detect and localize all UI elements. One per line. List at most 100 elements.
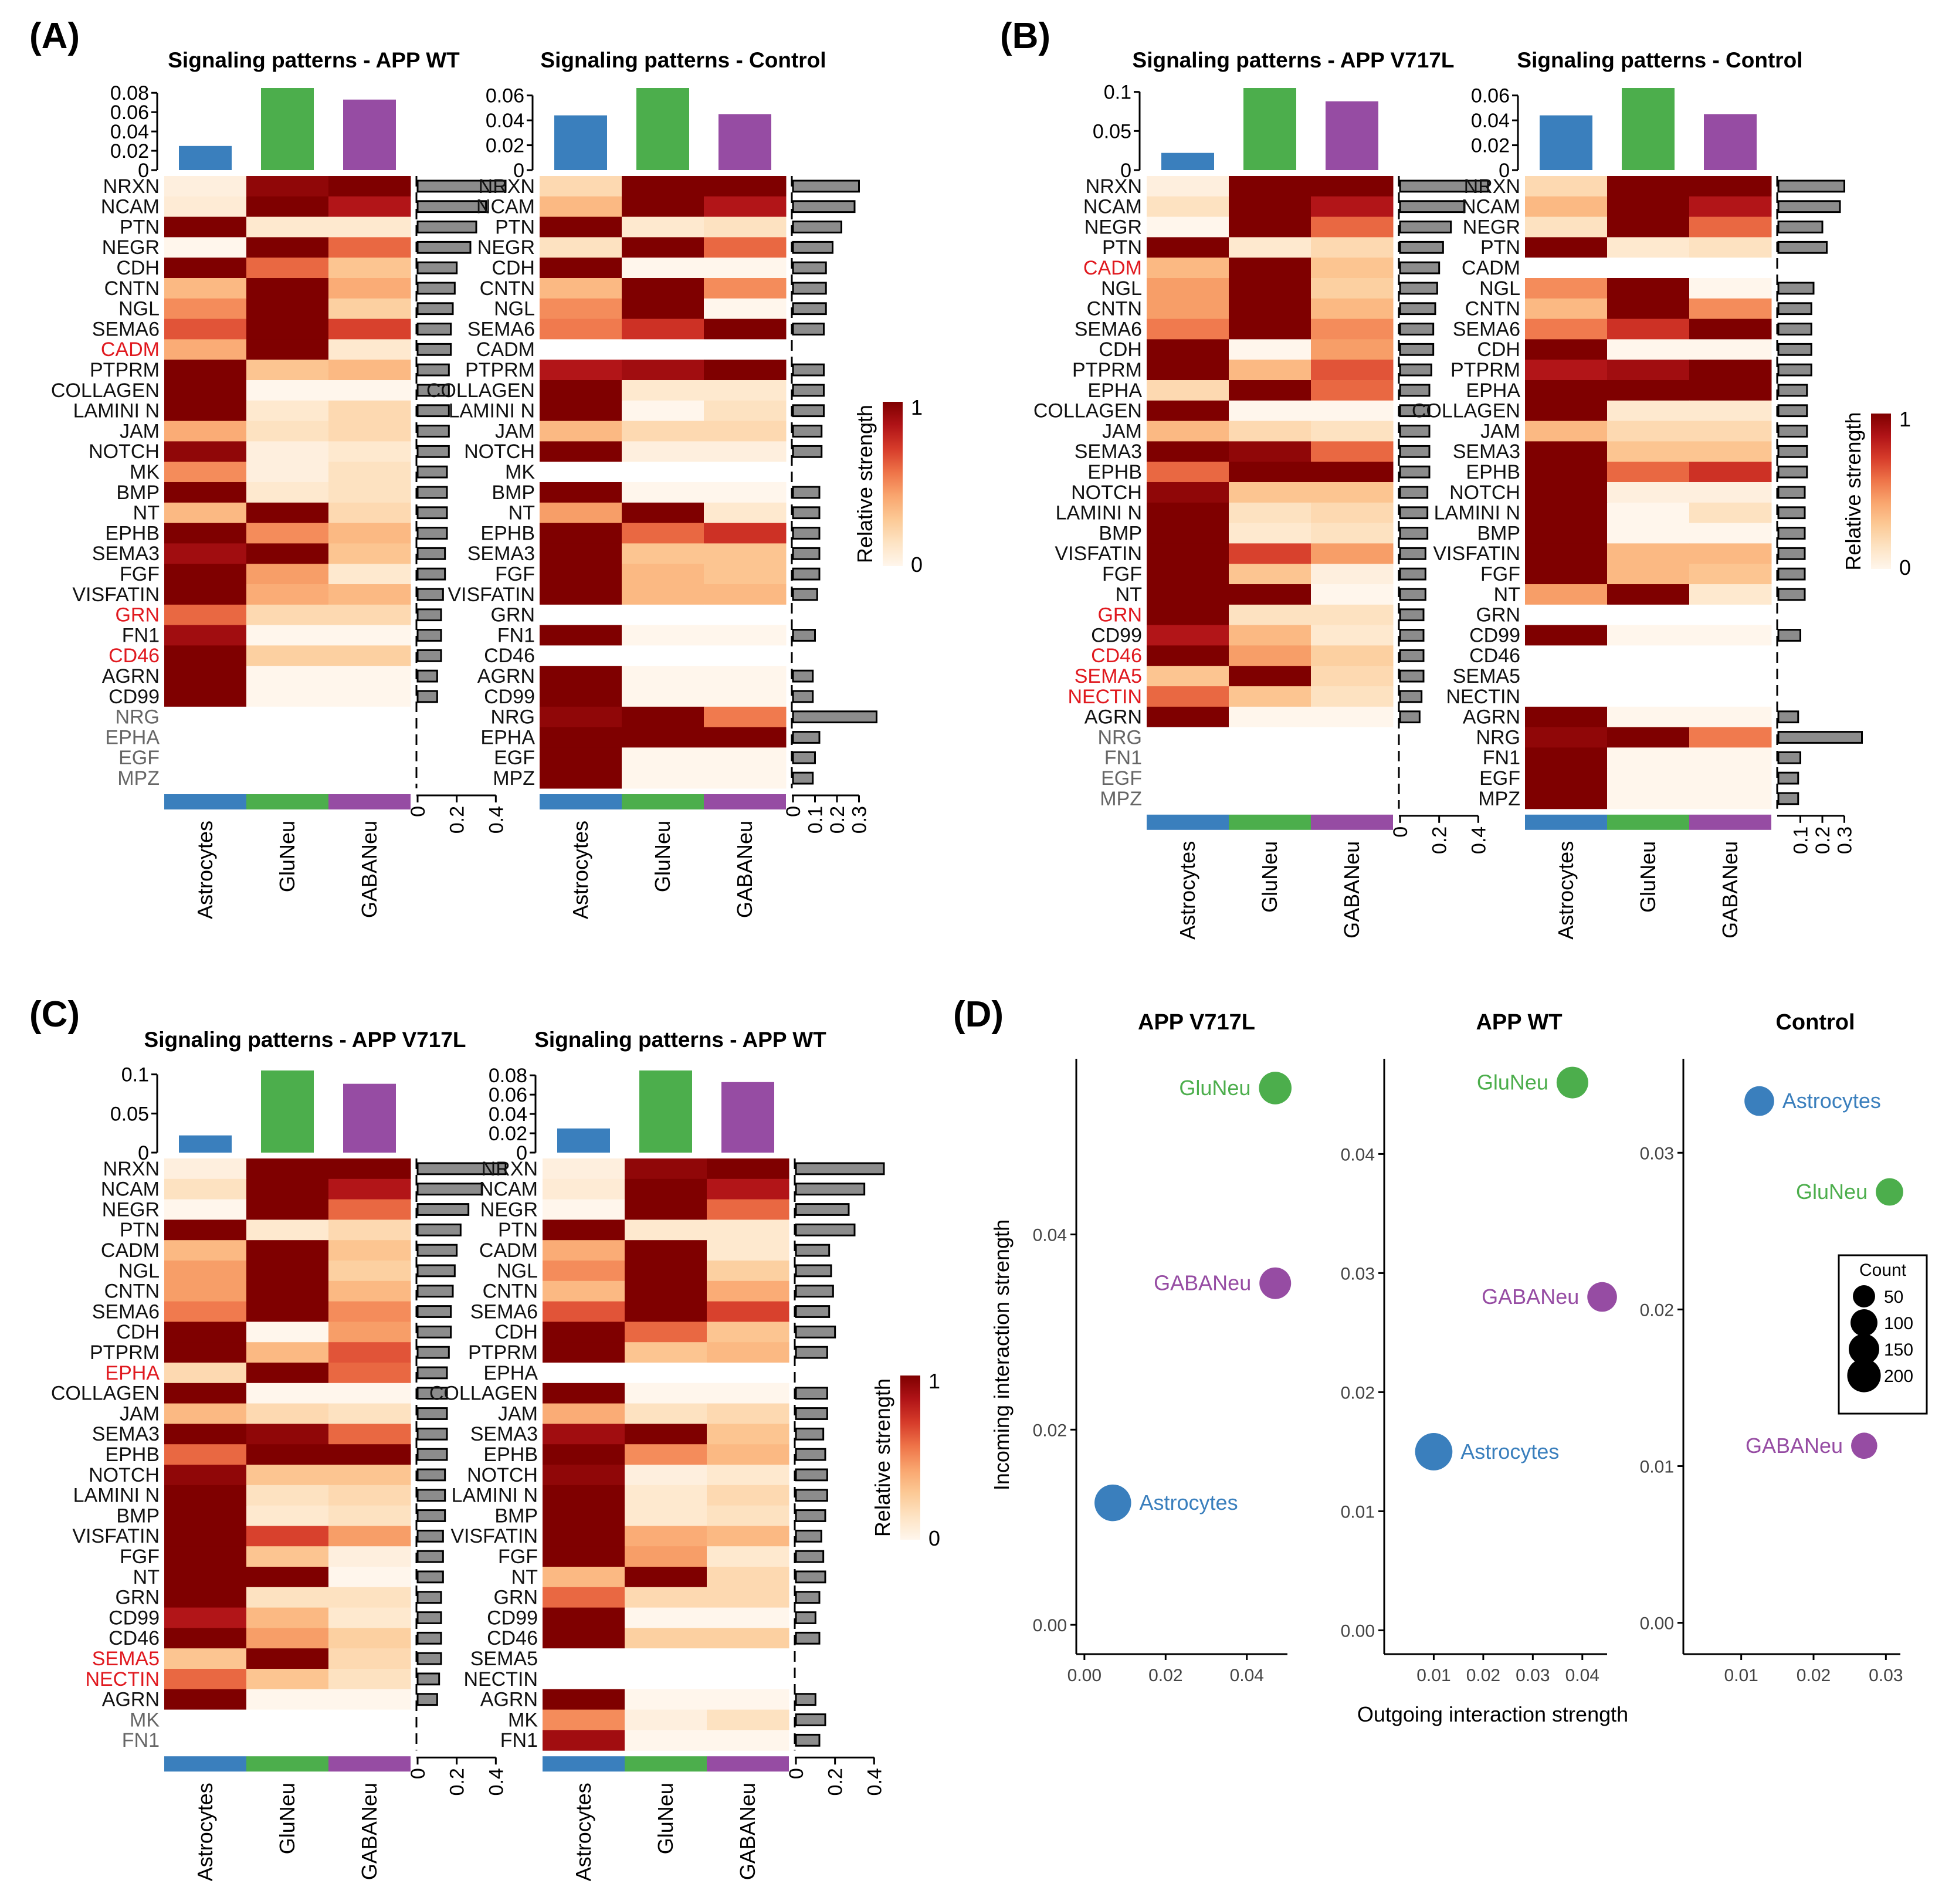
- heatmap-cell: [164, 462, 247, 483]
- heatmap-cell: [1525, 645, 1608, 666]
- side-bar: [1777, 343, 1812, 356]
- side-bar: [416, 1366, 448, 1380]
- heatmap-cell: [164, 1424, 247, 1445]
- row-label: GRN: [115, 604, 160, 626]
- heatmap-cell: [328, 1607, 411, 1628]
- heatmap-cell: [164, 1587, 247, 1608]
- heatmap-cell: [246, 1424, 329, 1445]
- heatmap-cell: [540, 196, 622, 218]
- heatmap-cell: [1311, 400, 1394, 422]
- heatmap-cell: [246, 1322, 329, 1343]
- heatmap-cell: [543, 1199, 625, 1220]
- colorbar-a: 1 0 Relative strength: [853, 395, 923, 577]
- heatmap-cell: [1607, 380, 1690, 401]
- scatter-subplot-title: Control: [1775, 1010, 1855, 1035]
- heatmap-cell: [1229, 543, 1311, 564]
- heatmap-cell: [1311, 216, 1394, 238]
- heatmap-cell: [1311, 482, 1394, 503]
- heatmap-cell: [543, 1261, 625, 1282]
- heatmap-cell: [707, 1648, 789, 1669]
- side-bar: [1399, 445, 1431, 458]
- side-bar: [416, 1448, 448, 1461]
- topbar-tick-label: 0.06: [489, 1084, 527, 1106]
- celltype-label: GluNeu: [650, 821, 675, 892]
- celltype-label: GluNeu: [1258, 841, 1282, 913]
- side-bar: [1777, 486, 1806, 499]
- heatmap-cell: [707, 1607, 789, 1628]
- heatmap-cell: [1525, 196, 1608, 218]
- heatmap-cell: [1607, 706, 1690, 728]
- row-label: CNTN: [480, 277, 535, 300]
- heatmap-title: Signaling patterns - APP V717L: [144, 1028, 466, 1052]
- side-bar: [1399, 261, 1441, 275]
- sidebar-tick-label: 0: [1389, 826, 1412, 838]
- row-label: NRXN: [103, 175, 160, 198]
- heatmap-cell: [704, 196, 787, 218]
- side-bar: [416, 506, 448, 520]
- heatmap-cell: [164, 237, 247, 258]
- heatmap-cell: [1689, 706, 1772, 728]
- heatmap-cell: [704, 747, 787, 768]
- heatmap-cell: [1607, 564, 1690, 585]
- heatmap-cell: [1311, 604, 1394, 626]
- side-bar: [1399, 690, 1423, 703]
- heatmap-cell: [622, 666, 704, 687]
- heatmap-cell: [164, 768, 247, 789]
- heatmap-cell: [246, 278, 329, 299]
- topbar-tick-label: 0.02: [1471, 135, 1510, 157]
- heatmap-cell: [625, 1301, 707, 1322]
- heatmap-cell: [246, 747, 329, 768]
- row-label: CNTN: [104, 277, 160, 300]
- heatmap-cell: [625, 1730, 707, 1751]
- heatmap-cell: [1525, 258, 1608, 279]
- heatmap-cell: [246, 645, 329, 666]
- row-label: BMP: [116, 1505, 160, 1527]
- heatmap-cell: [625, 1648, 707, 1669]
- side-bar: [792, 445, 823, 458]
- heatmap-cell: [543, 1403, 625, 1424]
- sidebar-tick-label: 0.4: [863, 1768, 886, 1795]
- row-label: CD99: [1469, 624, 1520, 646]
- scatter-point-label: GABANeu: [1482, 1285, 1579, 1309]
- heatmap-cell: [1525, 564, 1608, 585]
- heatmap-cell: [543, 1219, 625, 1241]
- heatmap-cell: [328, 1261, 411, 1282]
- row-label: NGL: [118, 298, 160, 320]
- row-label: NT: [133, 502, 160, 524]
- heatmap-cell: [704, 237, 787, 258]
- side-bar: [792, 302, 827, 316]
- heatmap-cell: [328, 441, 411, 462]
- heatmap-cell: [540, 584, 622, 605]
- heatmap-cell: [1607, 176, 1690, 197]
- side-bar: [792, 240, 833, 254]
- heatmap-cell: [704, 666, 787, 687]
- heatmap-cell: [1607, 747, 1690, 768]
- heatmap-cell: [622, 482, 704, 503]
- heatmap-cell: [707, 1505, 789, 1526]
- heatmap-cell: [164, 482, 247, 503]
- side-bar: [416, 1285, 454, 1298]
- row-label: GRN: [493, 1587, 538, 1609]
- heatmap-cell: [328, 645, 411, 666]
- side-bar: [795, 1427, 825, 1441]
- heatmap-cell: [328, 380, 411, 401]
- row-label: SEMA6: [470, 1300, 538, 1323]
- row-label: CADM: [101, 338, 160, 361]
- heatmap-cell: [246, 1587, 329, 1608]
- scatter-y-tick-label: 0.04: [1033, 1226, 1067, 1245]
- heatmap-cell: [164, 1261, 247, 1282]
- heatmap-cell: [164, 1322, 247, 1343]
- heatmap-cell: [543, 1322, 625, 1343]
- side-bar: [1777, 567, 1806, 581]
- heatmap-cell: [246, 604, 329, 626]
- heatmap-cell: [707, 1199, 789, 1220]
- heatmap-cell: [328, 237, 411, 258]
- side-bar: [792, 363, 825, 377]
- heatmap-cell: [704, 462, 787, 483]
- heatmap-cell: [1147, 258, 1229, 279]
- topbar-tick-label: 0.05: [110, 1103, 149, 1125]
- row-label: VISFATIN: [72, 1525, 160, 1547]
- heatmap-cell: [164, 604, 247, 626]
- side-bar: [416, 1264, 456, 1278]
